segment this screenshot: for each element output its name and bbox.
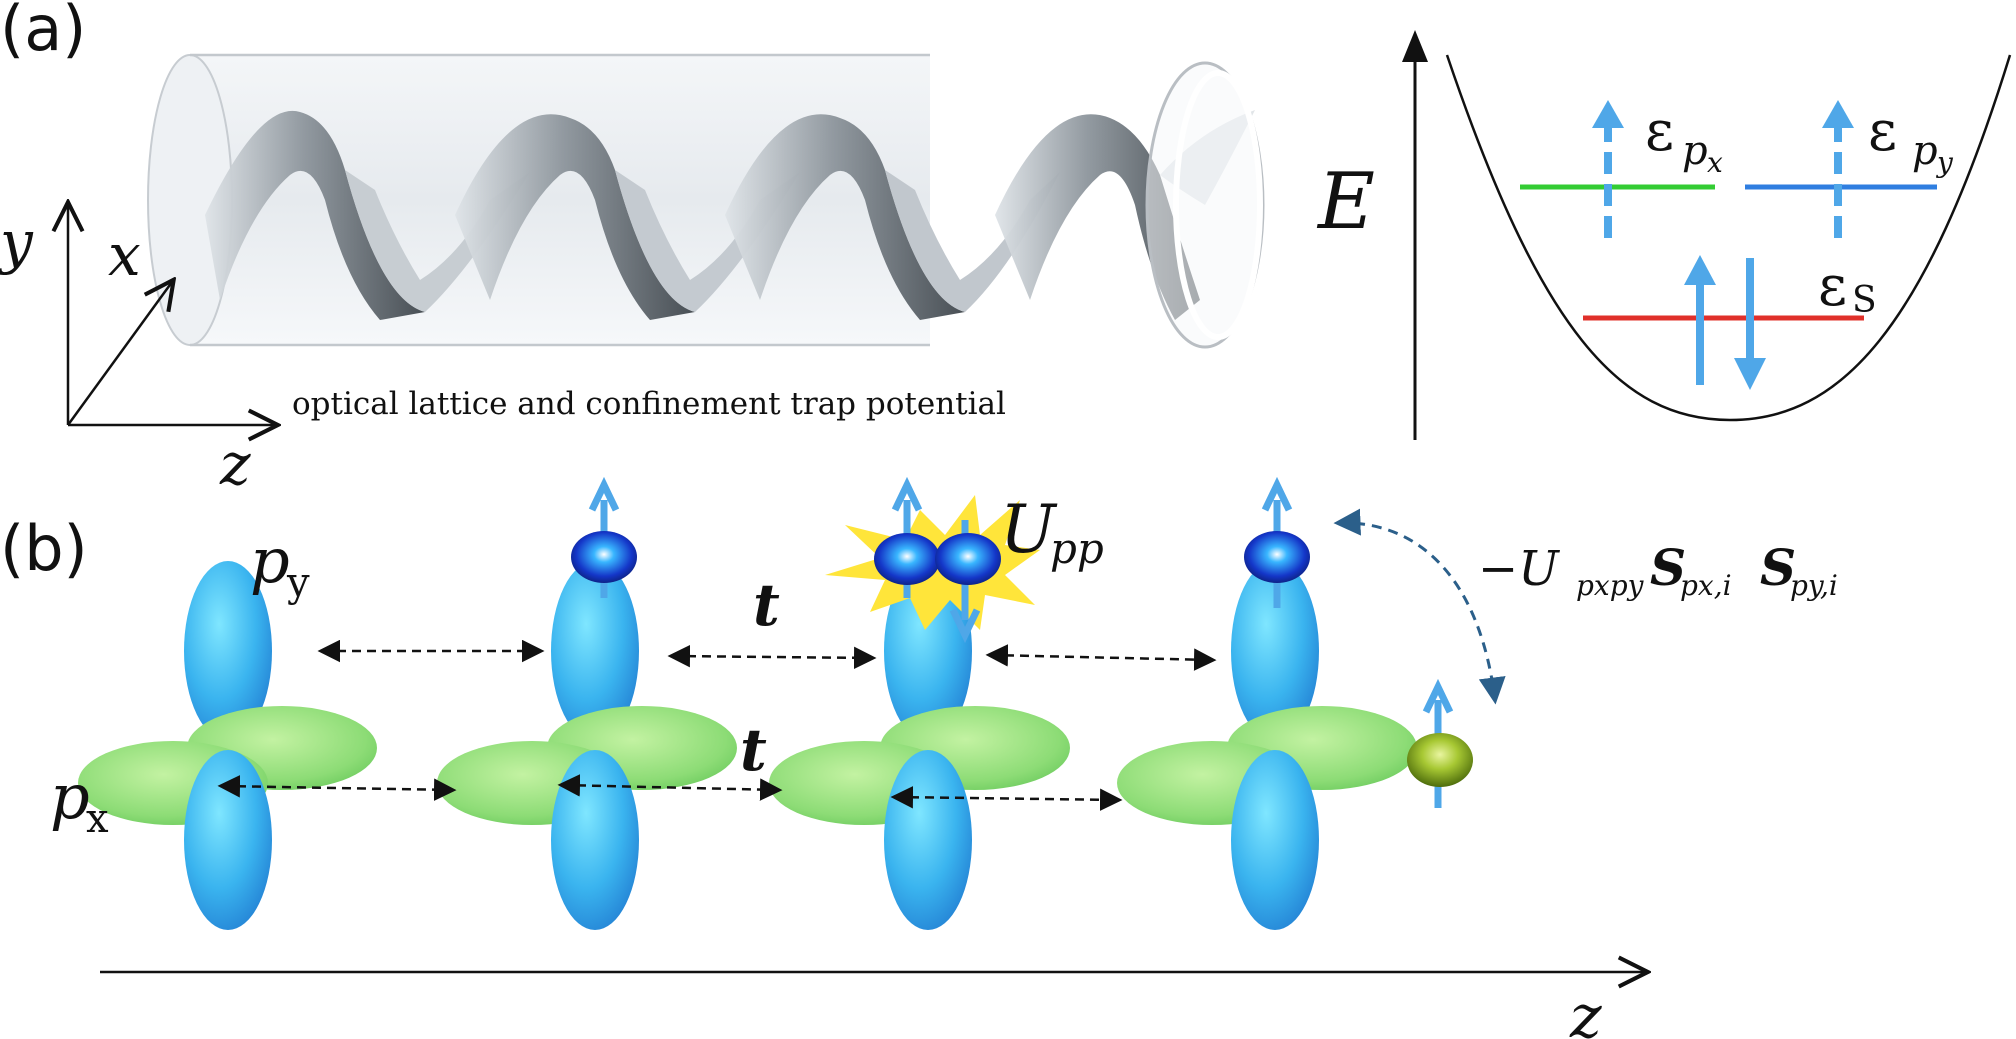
- hopping-arrows-py: [317, 639, 1217, 671]
- label-eps-px: ε p x: [1645, 99, 1723, 179]
- label-py-orbital: p y: [250, 524, 310, 606]
- svg-text:ε: ε: [1868, 99, 1897, 164]
- svg-text:S: S: [1650, 538, 1686, 597]
- orbital-site-2: [437, 561, 737, 930]
- energy-axis-label: E: [1316, 157, 1375, 247]
- coordinate-axes: [68, 205, 275, 425]
- svg-text:pp: pp: [1050, 524, 1104, 573]
- orbital-site-4: [1117, 561, 1417, 930]
- electron-site-2: [571, 476, 637, 598]
- label-eps-py: ε p y: [1868, 99, 1954, 179]
- svg-text:S: S: [1852, 280, 1877, 321]
- panel-a-label: (a): [0, 0, 86, 65]
- axis-label-x: x: [108, 221, 141, 289]
- interaction-label: U pp: [1000, 491, 1104, 573]
- z-axis-label: z: [1569, 982, 1602, 1039]
- tube-front-rim: [1145, 61, 1265, 349]
- svg-text:p: p: [1682, 128, 1708, 174]
- spin-coupling-label: −U pxpy S px,i S py,i: [1478, 538, 1838, 602]
- panel-b-label: (b): [0, 512, 88, 585]
- svg-text:ε: ε: [1818, 254, 1847, 319]
- axis-label-z: z: [219, 430, 251, 498]
- svg-text:ε: ε: [1645, 99, 1674, 164]
- trap-caption: optical lattice and confinement trap pot…: [292, 386, 1006, 422]
- svg-text:px,i: px,i: [1680, 569, 1732, 602]
- svg-text:p: p: [250, 524, 290, 597]
- svg-text:y: y: [1935, 146, 1954, 179]
- svg-text:x: x: [86, 796, 109, 842]
- svg-text:p: p: [1912, 128, 1938, 174]
- svg-text:p: p: [50, 760, 90, 833]
- electron-pair-site-3: [874, 476, 1001, 644]
- svg-text:py,i: py,i: [1790, 569, 1838, 602]
- electron-site-4: [1244, 476, 1310, 608]
- svg-text:S: S: [1760, 538, 1796, 597]
- orbital-site-1: [78, 561, 377, 930]
- svg-text:U: U: [1000, 491, 1058, 568]
- axis-label-y: y: [0, 208, 34, 276]
- label-px-orbital: p x: [50, 760, 109, 842]
- svg-text:x: x: [1707, 146, 1723, 179]
- hopping-arrows-px: [217, 774, 1123, 812]
- energy-diagram: [1402, 30, 2012, 440]
- electron-px-green: [1407, 678, 1473, 808]
- svg-text:−U: −U: [1478, 541, 1560, 597]
- hopping-label-px: t: [740, 716, 767, 784]
- svg-text:pxpy: pxpy: [1576, 569, 1645, 602]
- spin-coupling-arrow: [1333, 508, 1506, 705]
- hopping-label-py: t: [753, 571, 780, 639]
- svg-text:y: y: [286, 560, 310, 606]
- label-eps-s: ε S: [1818, 254, 1877, 321]
